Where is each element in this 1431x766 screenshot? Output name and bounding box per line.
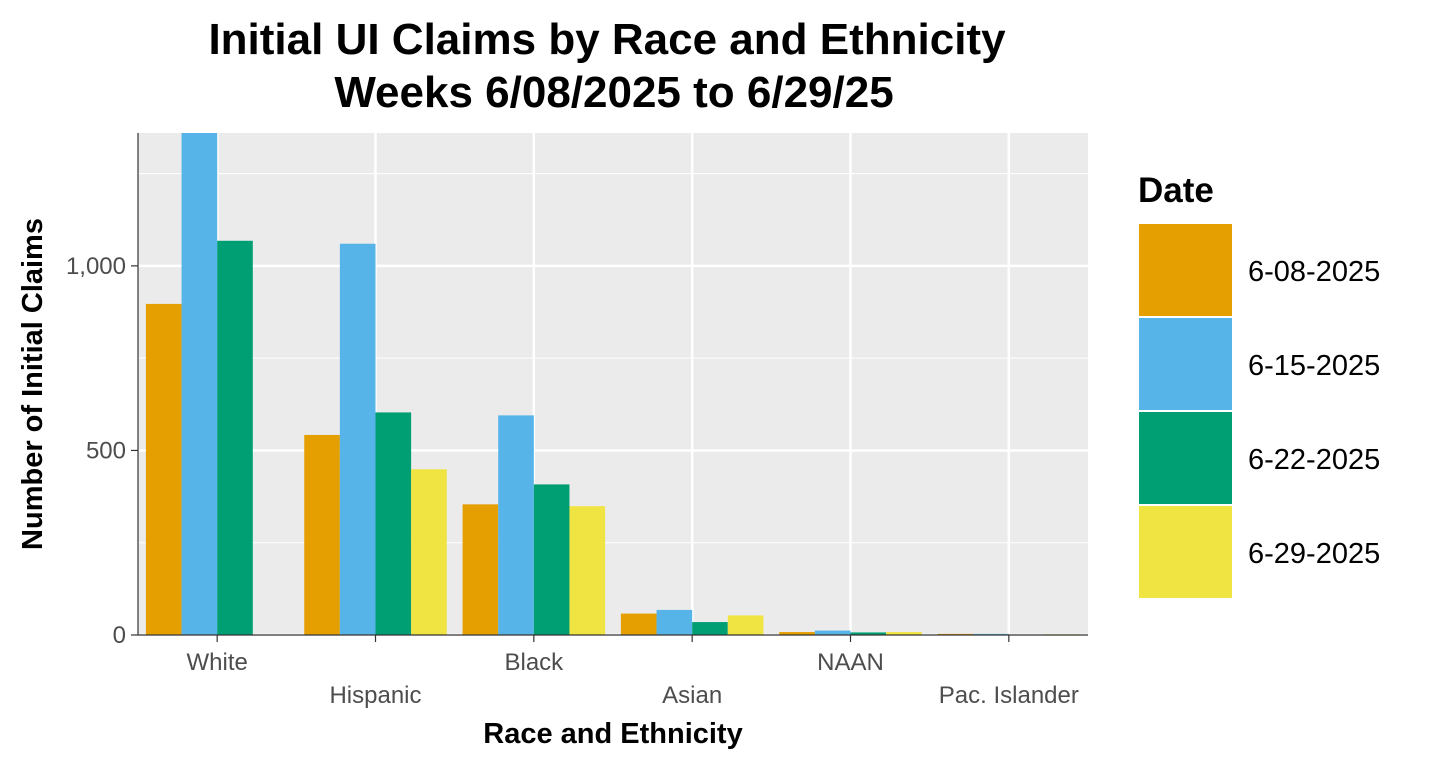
bar bbox=[462, 504, 499, 635]
y-tick-label: 500 bbox=[86, 437, 126, 464]
bar bbox=[886, 632, 922, 635]
legend-key bbox=[1137, 504, 1234, 600]
legend-key bbox=[1137, 410, 1234, 506]
bar bbox=[814, 630, 851, 635]
x-tick-label: Pac. Islander bbox=[939, 682, 1079, 709]
x-tick-label: NAAN bbox=[817, 649, 884, 676]
bar bbox=[727, 615, 764, 635]
bar bbox=[498, 415, 534, 635]
bar bbox=[145, 303, 182, 635]
legend-title: Date bbox=[1138, 171, 1214, 210]
bar bbox=[533, 484, 570, 635]
legend-label: 6-29-2025 bbox=[1248, 538, 1380, 570]
bar bbox=[569, 506, 606, 635]
bar bbox=[339, 243, 376, 635]
bar bbox=[411, 469, 447, 635]
x-tick-label: Black bbox=[504, 649, 564, 676]
bar bbox=[779, 632, 815, 635]
bar bbox=[375, 412, 412, 635]
chart-title: Initial UI Claims by Race and Ethnicity bbox=[208, 15, 1006, 64]
bar bbox=[850, 632, 887, 635]
x-tick-label: Asian bbox=[662, 682, 722, 709]
y-axis-title: Number of Initial Claims bbox=[17, 218, 49, 550]
axes: 0 500 1,000 White Hispanic Black Asian NAAN Pac.… bbox=[66, 133, 1088, 709]
x-tick-label: White bbox=[186, 649, 247, 676]
legend-key bbox=[1137, 222, 1234, 318]
legend: 6-08-2025 6-15-2025 6-22-2025 6-29-2025 bbox=[1137, 222, 1380, 600]
x-axis-title: Race and Ethnicity bbox=[483, 718, 742, 750]
bar bbox=[304, 434, 340, 635]
bars bbox=[145, 133, 1081, 635]
chart-subtitle: Weeks 6/08/2025 to 6/29/25 bbox=[334, 68, 893, 117]
bar bbox=[217, 240, 253, 635]
legend-key bbox=[1137, 316, 1234, 412]
y-tick-label: 0 bbox=[113, 622, 126, 649]
legend-label: 6-08-2025 bbox=[1248, 256, 1380, 288]
legend-label: 6-22-2025 bbox=[1248, 444, 1380, 476]
plot-panel bbox=[138, 133, 1088, 635]
bar bbox=[620, 613, 657, 635]
x-tick-label: Hispanic bbox=[329, 682, 421, 709]
legend-label: 6-15-2025 bbox=[1248, 350, 1380, 382]
bar bbox=[692, 622, 728, 635]
bar bbox=[656, 609, 693, 635]
bar bbox=[181, 133, 218, 635]
y-tick-label: 1,000 bbox=[66, 253, 126, 280]
